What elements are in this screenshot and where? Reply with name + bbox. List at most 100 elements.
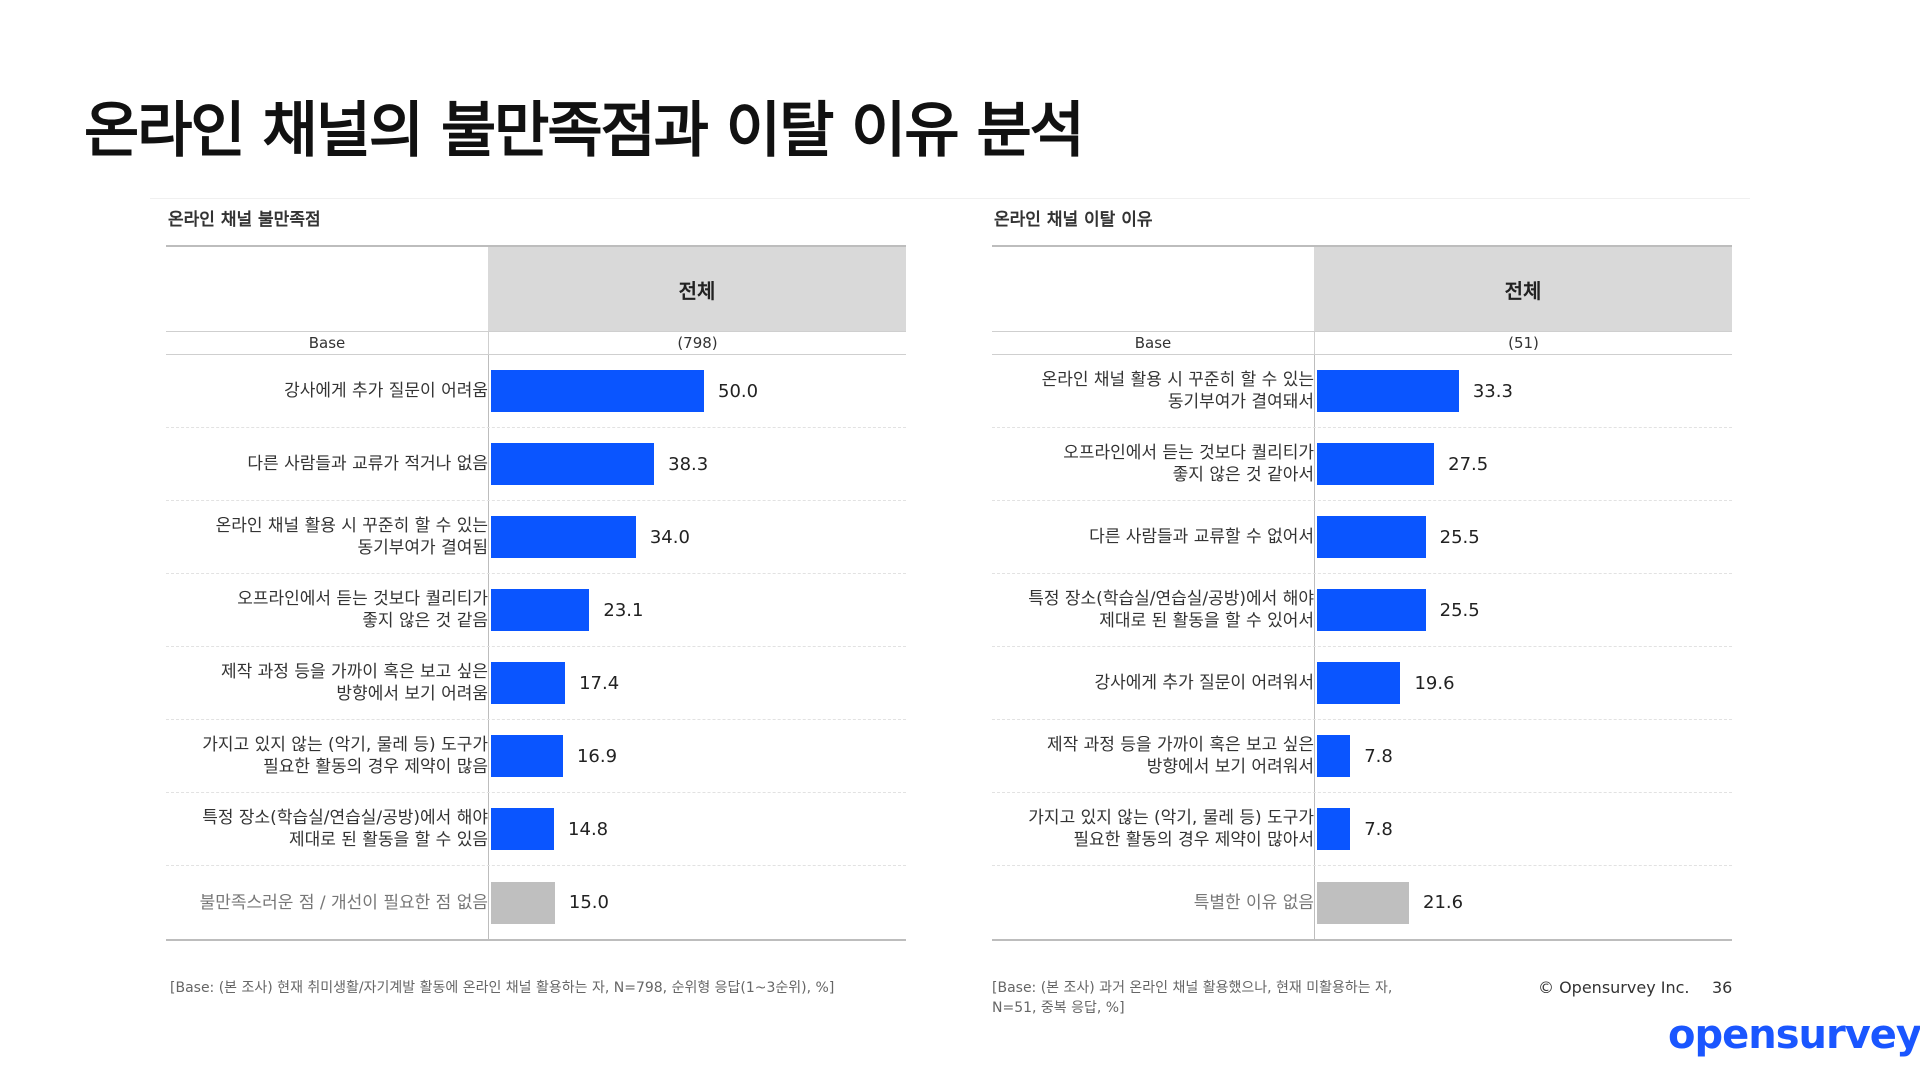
bar-value-label: 7.8 [1364,818,1393,840]
bar-cell: 25.5 [1314,574,1732,646]
category-label: 불만족스러운 점 / 개선이 필요한 점 없음 [199,892,488,913]
base-row: Base (51) [992,332,1732,355]
category-label: 온라인 채널 활용 시 꾸준히 할 수 있는 동기부여가 결여돼서 [1041,370,1314,412]
bar-cell: 33.3 [1314,355,1732,427]
panel-divider [150,198,1750,199]
bar-cell: 34.0 [488,501,906,573]
category-label: 특정 장소(학습실/연습실/공방)에서 해야 제대로 된 활동을 할 수 있어서 [1028,589,1314,631]
page-number: 36 [1712,978,1733,997]
bar-value-label: 27.5 [1448,453,1489,475]
bar-row: 불만족스러운 점 / 개선이 필요한 점 없음 15.0 [166,866,906,939]
category-label: 다른 사람들과 교류할 수 없어서 [1089,527,1314,547]
bar [1317,370,1459,412]
chart-title: 온라인 채널 불만족점 [168,210,321,230]
header-blank [992,247,1314,331]
chart-table: 전체 Base (798) 강사에게 추가 질문이 어려움 50.0 다른 사람들과… [166,245,906,941]
column-header-total: 전체 [1314,247,1732,331]
bar-row: 가지고 있지 않는 (악기, 물레 등) 도구가 필요한 활동의 경우 제약이 … [992,793,1732,866]
bar-row: 가지고 있지 않는 (악기, 물레 등) 도구가 필요한 활동의 경우 제약이 … [166,720,906,793]
bar [491,735,563,777]
bar-row: 특별한 이유 없음 21.6 [992,866,1732,939]
base-label: Base [1134,334,1172,352]
bar-value-label: 15.0 [568,892,609,913]
bar-row: 다른 사람들과 교류할 수 없어서 25.5 [992,501,1732,574]
bar-value-label: 23.1 [603,599,644,621]
chart-panel-dissatisfaction: 온라인 채널 불만족점 전체 Base (798) 강사에게 추가 질문이 어려… [166,205,906,941]
bar [1317,516,1426,558]
base-value: (798) [488,332,906,354]
bar-row: 강사에게 추가 질문이 어려움 50.0 [166,355,906,428]
bar [1317,735,1351,777]
bar-cell: 23.1 [488,574,906,646]
opensurvey-logo: opensurvey [1668,1012,1920,1058]
bar-row: 오프라인에서 듣는 것보다 퀄리티가 좋지 않은 것 같음 23.1 [166,574,906,647]
bar-value-label: 34.0 [649,526,690,548]
bar-value-label: 19.6 [1414,672,1455,694]
base-label: Base [308,334,346,352]
bar-value-label: 50.0 [718,380,759,402]
footnote-right: [Base: (본 조사) 과거 온라인 채널 활용했으나, 현재 미활용하는 … [992,980,1393,1016]
category-label: 특정 장소(학습실/연습실/공방)에서 해야 제대로 된 활동을 할 수 있음 [202,808,488,850]
category-label: 가지고 있지 않는 (악기, 물레 등) 도구가 필요한 활동의 경우 제약이 … [202,735,488,777]
bar-row: 다른 사람들과 교류가 적거나 없음 38.3 [166,428,906,501]
header-row: 전체 [166,247,906,332]
bar [491,370,704,412]
category-label: 오프라인에서 듣는 것보다 퀄리티가 좋지 않은 것 같아서 [1063,443,1314,485]
bar-cell: 15.0 [488,866,906,939]
bar-value-label: 17.4 [579,672,620,694]
bar-cell: 50.0 [488,355,906,427]
bar [1317,662,1401,704]
bar [491,589,590,631]
bar-value-label: 7.8 [1364,745,1393,767]
bar-row: 특정 장소(학습실/연습실/공방)에서 해야 제대로 된 활동을 할 수 있음 1… [166,793,906,866]
bar [491,662,566,704]
column-header-total: 전체 [488,247,906,331]
bar-row: 제작 과정 등을 가까이 혹은 보고 싶은 방향에서 보기 어려워서 7.8 [992,720,1732,793]
bar-row: 특정 장소(학습실/연습실/공방)에서 해야 제대로 된 활동을 할 수 있어서… [992,574,1732,647]
bar-value-label: 38.3 [668,453,709,475]
bar-cell: 19.6 [1314,647,1732,719]
bar-row: 온라인 채널 활용 시 꾸준히 할 수 있는 동기부여가 결여됨 34.0 [166,501,906,574]
bar [1317,589,1426,631]
category-label: 제작 과정 등을 가까이 혹은 보고 싶은 방향에서 보기 어려워서 [1046,735,1314,777]
bar-cell: 7.8 [1314,720,1732,792]
bar-value-label: 21.6 [1423,892,1464,913]
bar-value-label: 25.5 [1439,599,1480,621]
bar-cell: 7.8 [1314,793,1732,865]
chart-table: 전체 Base (51) 온라인 채널 활용 시 꾸준히 할 수 있는 동기부여… [992,245,1732,941]
bar-cell: 14.8 [488,793,906,865]
chart-title: 온라인 채널 이탈 이유 [994,210,1153,230]
bar-cell: 25.5 [1314,501,1732,573]
bar-row: 제작 과정 등을 가까이 혹은 보고 싶은 방향에서 보기 어려움 17.4 [166,647,906,720]
page-title: 온라인 채널의 불만족점과 이탈 이유 분석 [84,96,1085,166]
bar [1317,808,1351,850]
chart-panel-churn: 온라인 채널 이탈 이유 전체 Base (51) 온라인 채널 활용 시 꾸준… [992,205,1732,941]
category-label: 가지고 있지 않는 (악기, 물레 등) 도구가 필요한 활동의 경우 제약이 … [1028,808,1314,850]
bar-row: 오프라인에서 듣는 것보다 퀄리티가 좋지 않은 것 같아서 27.5 [992,428,1732,501]
bar [491,808,555,850]
bar-cell: 38.3 [488,428,906,500]
header-blank [166,247,488,331]
bar [491,881,555,924]
bar-row: 온라인 채널 활용 시 꾸준히 할 수 있는 동기부여가 결여돼서 33.3 [992,355,1732,428]
bar-row: 강사에게 추가 질문이 어려워서 19.6 [992,647,1732,720]
category-label: 강사에게 추가 질문이 어려움 [284,381,488,401]
category-label: 제작 과정 등을 가까이 혹은 보고 싶은 방향에서 보기 어려움 [220,662,488,704]
bar-cell: 27.5 [1314,428,1732,500]
copyright: © Opensurvey Inc. [1538,978,1690,997]
header-row: 전체 [992,247,1732,332]
base-row: Base (798) [166,332,906,355]
bar [1317,443,1435,485]
bar-value-label: 14.8 [568,818,609,840]
category-label: 특별한 이유 없음 [1193,892,1314,913]
bar-cell: 21.6 [1314,866,1732,939]
bar-value-label: 33.3 [1472,380,1513,402]
bar-cell: 17.4 [488,647,906,719]
bar [491,443,655,485]
bar-rows: 강사에게 추가 질문이 어려움 50.0 다른 사람들과 교류가 적거나 없음 38.… [166,355,906,939]
category-label: 강사에게 추가 질문이 어려워서 [1094,673,1314,693]
footnote-left: [Base: (본 조사) 현재 취미생활/자기계발 활동에 온라인 채널 활용… [170,980,835,996]
category-label: 오프라인에서 듣는 것보다 퀄리티가 좋지 않은 것 같음 [237,589,488,631]
base-value: (51) [1314,332,1732,354]
bar [491,516,636,558]
